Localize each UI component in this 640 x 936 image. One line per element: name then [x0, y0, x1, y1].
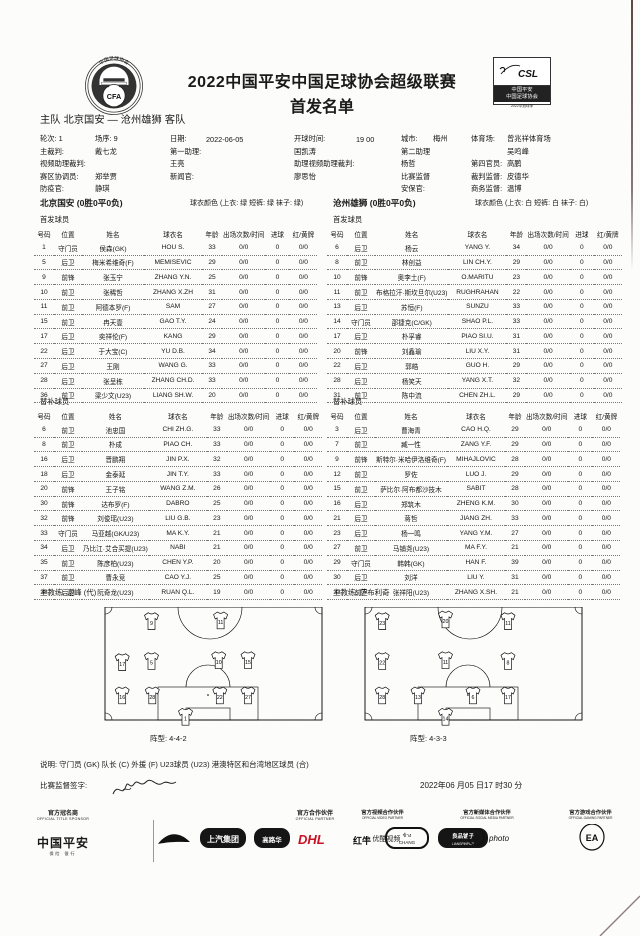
svg-text:22: 22 — [379, 661, 385, 667]
svg-text:photo: photo — [488, 834, 510, 843]
svg-text:高路华: 高路华 — [262, 835, 282, 844]
svg-text:10: 10 — [216, 660, 222, 666]
svg-text:5: 5 — [150, 661, 153, 667]
svg-text:CSL: CSL — [518, 69, 538, 80]
svg-text:17: 17 — [119, 662, 125, 668]
svg-text:G: G — [473, 834, 479, 843]
svg-text:28: 28 — [379, 695, 385, 701]
svg-text:6: 6 — [472, 695, 475, 701]
svg-text:23: 23 — [379, 621, 385, 627]
svg-text:15: 15 — [245, 660, 251, 666]
svg-text:27: 27 — [245, 695, 251, 701]
svg-text:22: 22 — [217, 695, 223, 701]
svg-text:11: 11 — [505, 621, 511, 627]
svg-text:EA: EA — [586, 833, 599, 843]
svg-text:9: 9 — [150, 621, 153, 627]
svg-text:20: 20 — [443, 619, 449, 625]
svg-text:13: 13 — [415, 695, 421, 701]
svg-text:CFA: CFA — [107, 92, 122, 101]
svg-text:1: 1 — [184, 717, 187, 723]
svg-text:11: 11 — [443, 660, 449, 666]
svg-text:17: 17 — [505, 695, 511, 701]
svg-text:16: 16 — [119, 695, 125, 701]
svg-text:11: 11 — [218, 620, 224, 626]
svg-text:28: 28 — [149, 695, 155, 701]
svg-text:DHL: DHL — [298, 832, 325, 847]
svg-text:14: 14 — [443, 717, 449, 723]
svg-text:上汽集团: 上汽集团 — [207, 834, 239, 844]
svg-text:8: 8 — [507, 661, 510, 667]
